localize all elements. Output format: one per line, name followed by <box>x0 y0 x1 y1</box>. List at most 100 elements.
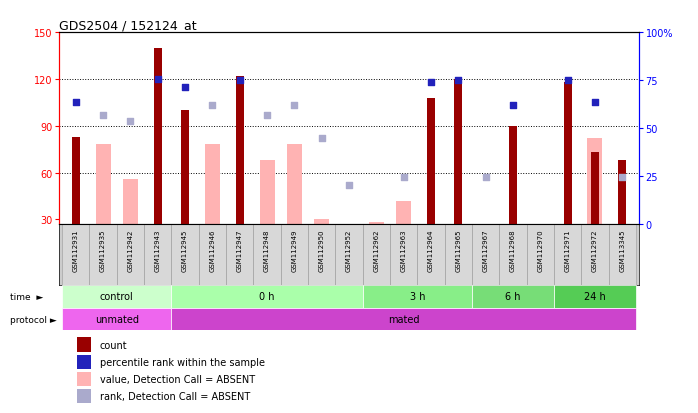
Text: unmated: unmated <box>95 314 139 324</box>
Point <box>234 78 245 85</box>
Bar <box>581 224 609 285</box>
Bar <box>172 224 199 285</box>
Bar <box>618 161 626 224</box>
Bar <box>454 80 462 224</box>
Text: GSM113345: GSM113345 <box>619 229 625 272</box>
Bar <box>445 224 472 285</box>
Bar <box>226 224 253 285</box>
Text: percentile rank within the sample: percentile rank within the sample <box>100 357 265 367</box>
Text: value, Detection Call = ABSENT: value, Detection Call = ABSENT <box>100 374 255 384</box>
Bar <box>199 224 226 285</box>
Point <box>289 103 300 109</box>
Bar <box>563 83 572 224</box>
Bar <box>533 224 548 242</box>
Point <box>562 78 573 85</box>
Point <box>316 135 327 142</box>
Bar <box>96 145 110 224</box>
Bar <box>390 224 417 285</box>
Point <box>152 76 163 83</box>
Point <box>207 103 218 109</box>
Text: 24 h: 24 h <box>584 292 606 301</box>
Text: GSM112947: GSM112947 <box>237 229 243 272</box>
Bar <box>117 224 144 285</box>
Text: GSM112972: GSM112972 <box>592 229 598 272</box>
Text: GSM112965: GSM112965 <box>455 229 461 272</box>
Point <box>480 174 491 181</box>
Point <box>589 100 600 107</box>
Bar <box>181 111 189 224</box>
Text: GSM112950: GSM112950 <box>319 229 325 272</box>
Bar <box>417 224 445 285</box>
Bar <box>609 224 636 285</box>
Bar <box>499 224 526 285</box>
Point <box>398 174 409 181</box>
Bar <box>154 49 162 224</box>
Bar <box>341 224 357 226</box>
Point <box>343 182 355 189</box>
Bar <box>509 126 517 224</box>
Bar <box>172 308 636 330</box>
Text: GSM112935: GSM112935 <box>100 229 106 272</box>
Bar <box>287 145 302 224</box>
Text: 3 h: 3 h <box>410 292 425 301</box>
Bar <box>554 285 636 308</box>
Text: count: count <box>100 339 128 350</box>
Bar <box>588 139 602 224</box>
Bar <box>526 224 554 285</box>
Bar <box>72 137 80 224</box>
Bar <box>314 220 329 224</box>
Text: control: control <box>100 292 133 301</box>
Text: GSM112949: GSM112949 <box>291 229 297 272</box>
Point <box>262 112 273 119</box>
Bar <box>144 224 172 285</box>
Point <box>453 78 464 85</box>
Text: GSM112963: GSM112963 <box>401 229 407 272</box>
Point <box>617 174 628 181</box>
Bar <box>369 223 384 224</box>
Bar <box>554 224 581 285</box>
Bar <box>172 285 363 308</box>
Bar <box>363 285 472 308</box>
Bar <box>335 224 363 285</box>
Bar <box>363 224 390 285</box>
Point <box>179 84 191 91</box>
Text: GSM112952: GSM112952 <box>346 229 352 272</box>
Text: mated: mated <box>388 314 419 324</box>
Bar <box>396 201 411 224</box>
Text: GSM112964: GSM112964 <box>428 229 434 272</box>
Bar <box>77 337 91 352</box>
Bar <box>472 285 554 308</box>
Text: GSM112945: GSM112945 <box>182 229 188 272</box>
Bar <box>62 308 172 330</box>
Text: GSM112971: GSM112971 <box>565 229 571 272</box>
Bar <box>77 389 91 404</box>
Bar <box>281 224 308 285</box>
Bar <box>62 224 89 285</box>
Text: 6 h: 6 h <box>505 292 521 301</box>
Bar <box>123 179 138 224</box>
Bar <box>591 153 599 224</box>
Point <box>70 100 81 107</box>
Text: GSM112942: GSM112942 <box>127 229 133 272</box>
Text: 0 h: 0 h <box>259 292 275 301</box>
Bar <box>615 224 630 226</box>
Bar <box>62 285 172 308</box>
Bar <box>253 224 281 285</box>
Point <box>98 112 109 119</box>
Text: GSM112948: GSM112948 <box>264 229 270 272</box>
Bar <box>472 224 499 285</box>
Text: rank, Detection Call = ABSENT: rank, Detection Call = ABSENT <box>100 392 250 401</box>
Text: GSM112970: GSM112970 <box>537 229 543 272</box>
Point <box>507 103 519 109</box>
Bar <box>236 76 244 224</box>
Bar <box>260 161 274 224</box>
Bar <box>89 224 117 285</box>
Bar <box>205 145 220 224</box>
Bar <box>77 372 91 386</box>
Text: GSM112931: GSM112931 <box>73 229 79 272</box>
Text: time  ►: time ► <box>10 292 43 301</box>
Point <box>125 119 136 125</box>
Bar <box>77 355 91 369</box>
Bar <box>308 224 335 285</box>
Text: GSM112968: GSM112968 <box>510 229 516 272</box>
